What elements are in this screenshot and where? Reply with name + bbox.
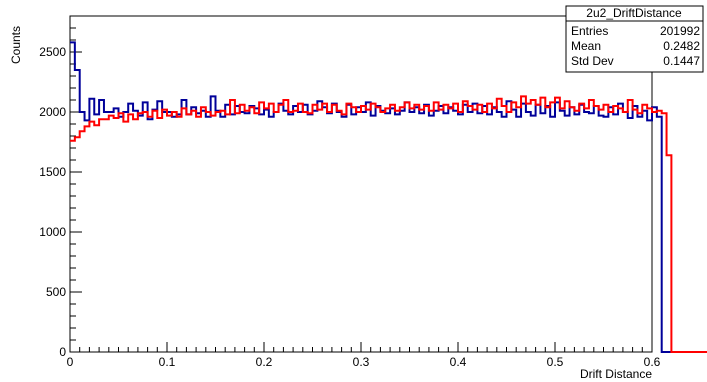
stats-label-stddev: Std Dev (571, 54, 614, 68)
y-tick-label: 1000 (39, 225, 66, 239)
y-tick-label: 2500 (39, 45, 66, 59)
x-axis-ticks: 0 0.1 0.2 0.3 0.4 0.5 0.6 (67, 342, 661, 369)
x-tick-label: 0.6 (644, 355, 661, 369)
y-tick-label: 2000 (39, 105, 66, 119)
y-axis-ticks: 0 500 1000 1500 2000 2500 (39, 15, 82, 359)
x-tick-label: 0.4 (450, 355, 467, 369)
y-tick-label: 0 (59, 345, 66, 359)
y-tick-label: 1500 (39, 165, 66, 179)
x-tick-label: 0.1 (159, 355, 176, 369)
x-tick-label: 0 (67, 355, 74, 369)
x-tick-label: 0.5 (547, 355, 564, 369)
plot-area: 0 0.1 0.2 0.3 0.4 0.5 0.6 0 500 1000 1500 2000 2500 (39, 15, 707, 369)
stats-label-entries: Entries (571, 24, 608, 38)
x-tick-label: 0.2 (256, 355, 273, 369)
x-tick-label: 0.3 (353, 355, 370, 369)
y-axis-label: Counts (9, 26, 23, 64)
stats-box-title: 2u2_DriftDistance (586, 6, 682, 20)
plot-frame (69, 15, 653, 353)
histogram-series-2 (70, 95, 707, 353)
x-axis-label: Drift Distance (580, 367, 652, 381)
stats-value-stddev: 0.1447 (663, 54, 700, 68)
stats-box: 2u2_DriftDistance Entries 201992 Mean 0.… (565, 5, 704, 73)
stats-value-entries: 201992 (660, 24, 700, 38)
stats-value-mean: 0.2482 (663, 39, 700, 53)
histogram-series-1 (70, 41, 707, 353)
stats-label-mean: Mean (571, 39, 601, 53)
y-tick-label: 500 (46, 285, 66, 299)
stats-box-frame (565, 5, 704, 73)
